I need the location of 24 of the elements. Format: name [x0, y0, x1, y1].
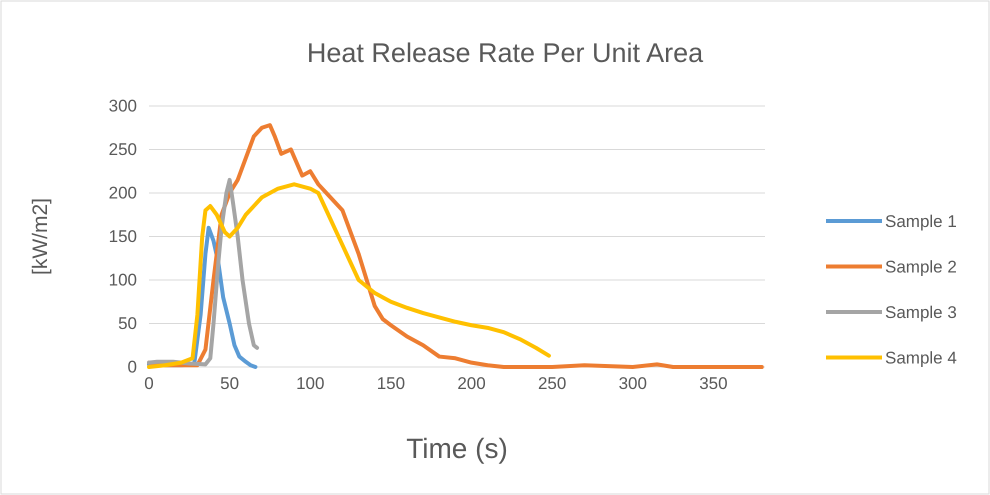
- chart-title: Heat Release Rate Per Unit Area: [306, 38, 704, 68]
- x-tick-label: 50: [220, 374, 240, 394]
- x-tick-label: 250: [538, 374, 566, 394]
- x-tick-label: 0: [144, 374, 154, 394]
- x-tick-label: 200: [457, 374, 486, 394]
- y-axis-title: [kW/m2]: [29, 198, 52, 275]
- y-tick-label: 100: [108, 270, 137, 290]
- y-tick-label: 250: [108, 140, 137, 159]
- x-tick-label: 100: [296, 374, 324, 394]
- y-tick-label: 300: [108, 96, 137, 116]
- x-axis-title: Time (s): [406, 433, 508, 464]
- y-tick-label: 200: [108, 183, 137, 202]
- x-tick-label: 300: [618, 374, 647, 394]
- x-tick-label: 150: [376, 374, 406, 394]
- x-tick-label: 350: [699, 374, 728, 394]
- legend-label: Sample 3: [885, 303, 957, 322]
- line-series: [147, 178, 260, 366]
- line-series: [147, 182, 551, 369]
- legend-label: Sample 4: [885, 348, 957, 368]
- y-tick-label: 50: [118, 314, 137, 333]
- y-tick-label: 0: [128, 357, 137, 376]
- legend-label: Sample 2: [885, 258, 957, 276]
- y-tick-label: 150: [108, 226, 137, 246]
- legend-label: Sample 1: [885, 212, 957, 231]
